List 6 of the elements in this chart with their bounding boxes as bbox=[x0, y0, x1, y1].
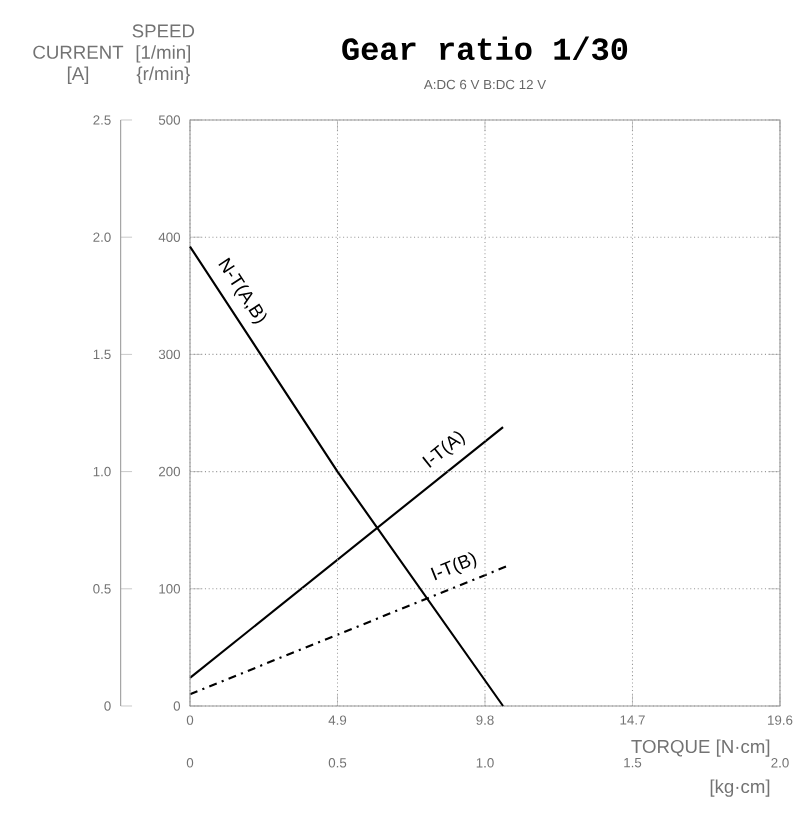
text: I-T(B) bbox=[430, 552, 477, 581]
x-axis-title: TORQUE [N·cm] bbox=[631, 739, 770, 757]
x2-axis-title: [kg·cm] bbox=[710, 779, 770, 797]
y2-axis-title: CURRENT [A] bbox=[33, 45, 124, 84]
chart-title: Gear ratio 1/30 bbox=[342, 36, 628, 61]
y-axis-title: SPEED [1/min] {r/min} bbox=[132, 24, 195, 84]
